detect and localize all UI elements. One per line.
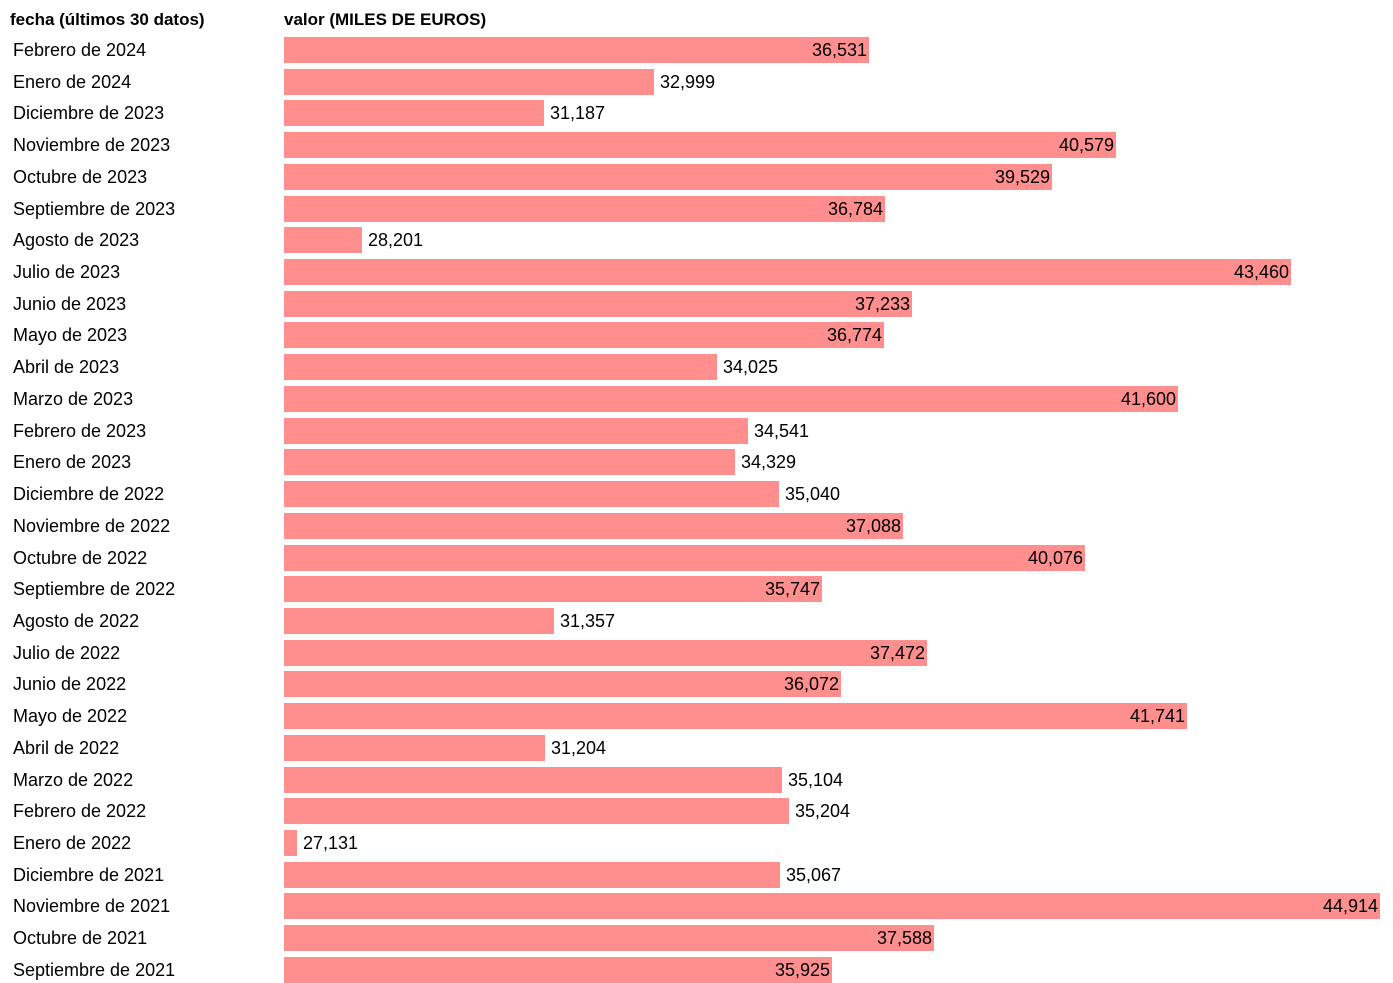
category-label: Enero de 2022 — [13, 833, 132, 853]
category-label: Diciembre de 2021 — [13, 865, 165, 885]
category-label: Marzo de 2022 — [13, 770, 134, 790]
bar — [284, 227, 362, 253]
data-label: 35,747 — [764, 579, 820, 599]
data-label: 39,529 — [994, 167, 1050, 187]
category-label: Abril de 2022 — [13, 738, 120, 758]
data-label: 35,067 — [786, 865, 842, 885]
bar — [284, 322, 884, 348]
data-label: 35,104 — [788, 770, 844, 790]
bar — [284, 893, 1380, 919]
category-label: Febrero de 2023 — [13, 421, 147, 441]
data-label: 40,076 — [1027, 548, 1083, 568]
bar — [284, 671, 841, 697]
data-label: 37,472 — [869, 643, 925, 663]
bar — [284, 259, 1291, 285]
data-label: 34,329 — [741, 452, 797, 472]
category-label: Diciembre de 2023 — [13, 103, 165, 123]
category-label: Octubre de 2021 — [13, 928, 148, 948]
bar — [284, 513, 903, 539]
bar — [284, 164, 1052, 190]
category-label: Marzo de 2023 — [13, 389, 134, 409]
bar — [284, 196, 885, 222]
bar — [284, 576, 822, 602]
category-label: Mayo de 2022 — [13, 706, 128, 726]
data-label: 36,784 — [827, 199, 883, 219]
bar — [284, 291, 912, 317]
category-label: Junio de 2022 — [13, 674, 127, 694]
bar — [284, 925, 934, 951]
data-label: 37,588 — [876, 928, 932, 948]
category-label: Julio de 2022 — [13, 643, 121, 663]
data-label: 36,774 — [826, 325, 882, 345]
category-label: Agosto de 2022 — [13, 611, 140, 631]
data-label: 35,925 — [774, 960, 830, 980]
bar — [284, 703, 1187, 729]
data-label: 27,131 — [303, 833, 359, 853]
data-label: 36,072 — [783, 674, 839, 694]
data-label: 35,204 — [795, 801, 851, 821]
bar — [284, 354, 717, 380]
data-label: 31,187 — [550, 103, 606, 123]
bar — [284, 767, 782, 793]
category-label: Septiembre de 2021 — [13, 960, 176, 980]
bar — [284, 830, 297, 856]
bar — [284, 100, 544, 126]
category-label: Mayo de 2023 — [13, 325, 128, 345]
category-label: Octubre de 2022 — [13, 548, 148, 568]
bar — [284, 862, 780, 888]
category-label: Noviembre de 2023 — [13, 135, 171, 155]
bar — [284, 69, 654, 95]
bar — [284, 481, 779, 507]
bar — [284, 386, 1178, 412]
bar — [284, 735, 545, 761]
category-label: Agosto de 2023 — [13, 230, 140, 250]
data-label: 35,040 — [785, 484, 841, 504]
bar — [284, 608, 554, 634]
category-label: Noviembre de 2021 — [13, 896, 171, 916]
bar — [284, 418, 748, 444]
category-label: Diciembre de 2022 — [13, 484, 165, 504]
category-label: Febrero de 2024 — [13, 40, 147, 60]
date-column-header: fecha (últimos 30 datos) — [10, 10, 205, 29]
bar — [284, 545, 1085, 571]
category-label: Octubre de 2023 — [13, 167, 148, 187]
data-label: 41,600 — [1120, 389, 1176, 409]
data-label: 36,531 — [811, 40, 867, 60]
category-label: Julio de 2023 — [13, 262, 121, 282]
data-label: 40,579 — [1058, 135, 1114, 155]
category-label: Abril de 2023 — [13, 357, 120, 377]
category-label: Febrero de 2022 — [13, 801, 147, 821]
category-label: Enero de 2023 — [13, 452, 132, 472]
data-label: 28,201 — [368, 230, 424, 250]
data-label: 34,541 — [754, 421, 810, 441]
data-label: 43,460 — [1233, 262, 1289, 282]
bar — [284, 37, 869, 63]
value-column-header: valor (MILES DE EUROS) — [284, 10, 487, 29]
bar — [284, 640, 927, 666]
bar — [284, 798, 789, 824]
data-label: 37,233 — [854, 294, 910, 314]
data-label: 31,204 — [551, 738, 607, 758]
data-label: 37,088 — [845, 516, 901, 536]
data-label: 31,357 — [560, 611, 616, 631]
category-label: Enero de 2024 — [13, 72, 132, 92]
category-label: Noviembre de 2022 — [13, 516, 171, 536]
category-label: Junio de 2023 — [13, 294, 127, 314]
category-label: Septiembre de 2022 — [13, 579, 176, 599]
bar — [284, 132, 1116, 158]
data-label: 32,999 — [660, 72, 716, 92]
data-label: 44,914 — [1322, 896, 1378, 916]
category-label: Septiembre de 2023 — [13, 199, 176, 219]
data-label: 34,025 — [723, 357, 779, 377]
bar — [284, 449, 735, 475]
data-label: 41,741 — [1129, 706, 1185, 726]
